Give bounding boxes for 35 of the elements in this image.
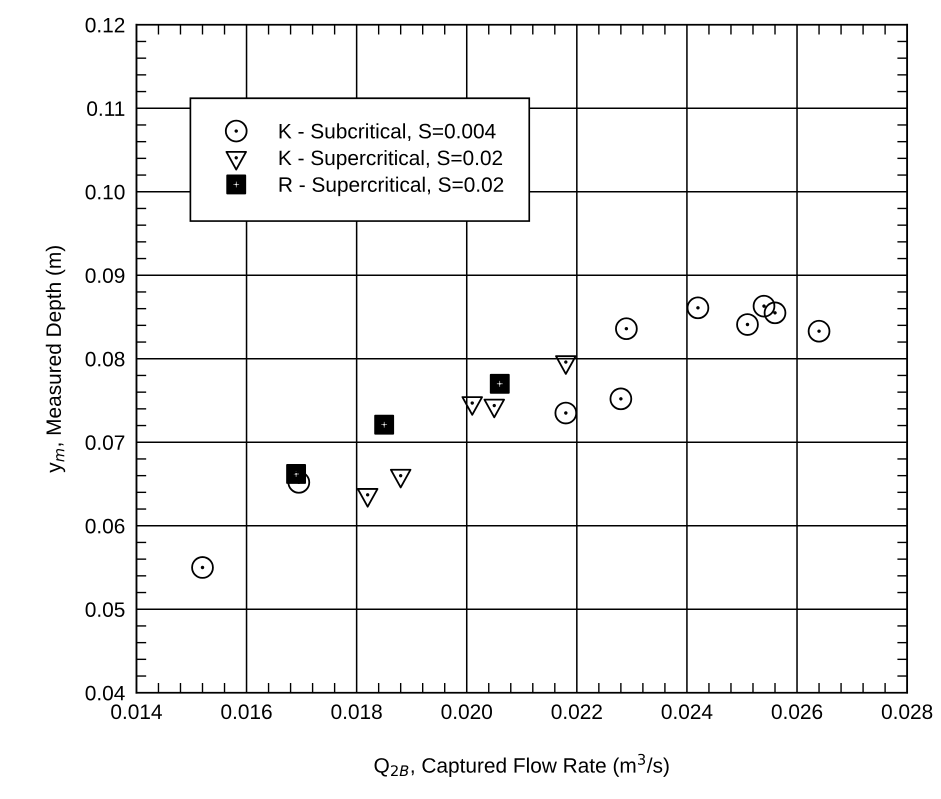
y-tick-label: 0.12 [86,18,124,33]
point [686,296,710,320]
y-axis-title: y$_{m}$, Measured Depth (m) [46,246,66,473]
legend-label: K - Subcritical, S=0.004 [280,123,496,142]
y-tick-label: 0.10 [86,184,125,200]
x-axis-title: Q$_{2B}$, Captured Flow Rate (m$^{3}$/s) [374,754,669,777]
x-tick-label: 0.022 [552,704,602,720]
y-tick-label: 0.05 [86,602,124,617]
point [764,302,786,324]
legend-label: R - Supercritical, S=0.02 [280,176,504,196]
y-tick-label: 0.07 [86,435,124,450]
y-tick-label: 0.11 [87,101,124,116]
point [286,464,306,484]
x-tick-label: 0.026 [772,704,822,720]
point [615,317,638,340]
y-tick-label: 0.09 [86,268,124,284]
point [374,414,394,435]
y-tick-label: 0.06 [86,518,124,534]
y-tick-label: 0.08 [86,352,124,367]
legend-label: K - Supercritical, S=0.02 [280,150,502,170]
point [554,402,578,424]
y-tick-label: 0.04 [86,686,125,700]
point [490,374,510,394]
point [736,313,759,336]
x-tick-label: 0.014 [111,704,162,720]
x-tick-label: 0.020 [441,704,492,720]
x-tick-label: 0.018 [331,704,382,720]
point [288,471,310,494]
point [610,388,632,410]
point [191,556,214,579]
x-tick-label: 0.028 [882,704,932,720]
x-tick-label: 0.024 [662,704,712,720]
point [808,320,830,343]
x-tick-label: 0.016 [221,704,272,720]
point [752,294,776,318]
